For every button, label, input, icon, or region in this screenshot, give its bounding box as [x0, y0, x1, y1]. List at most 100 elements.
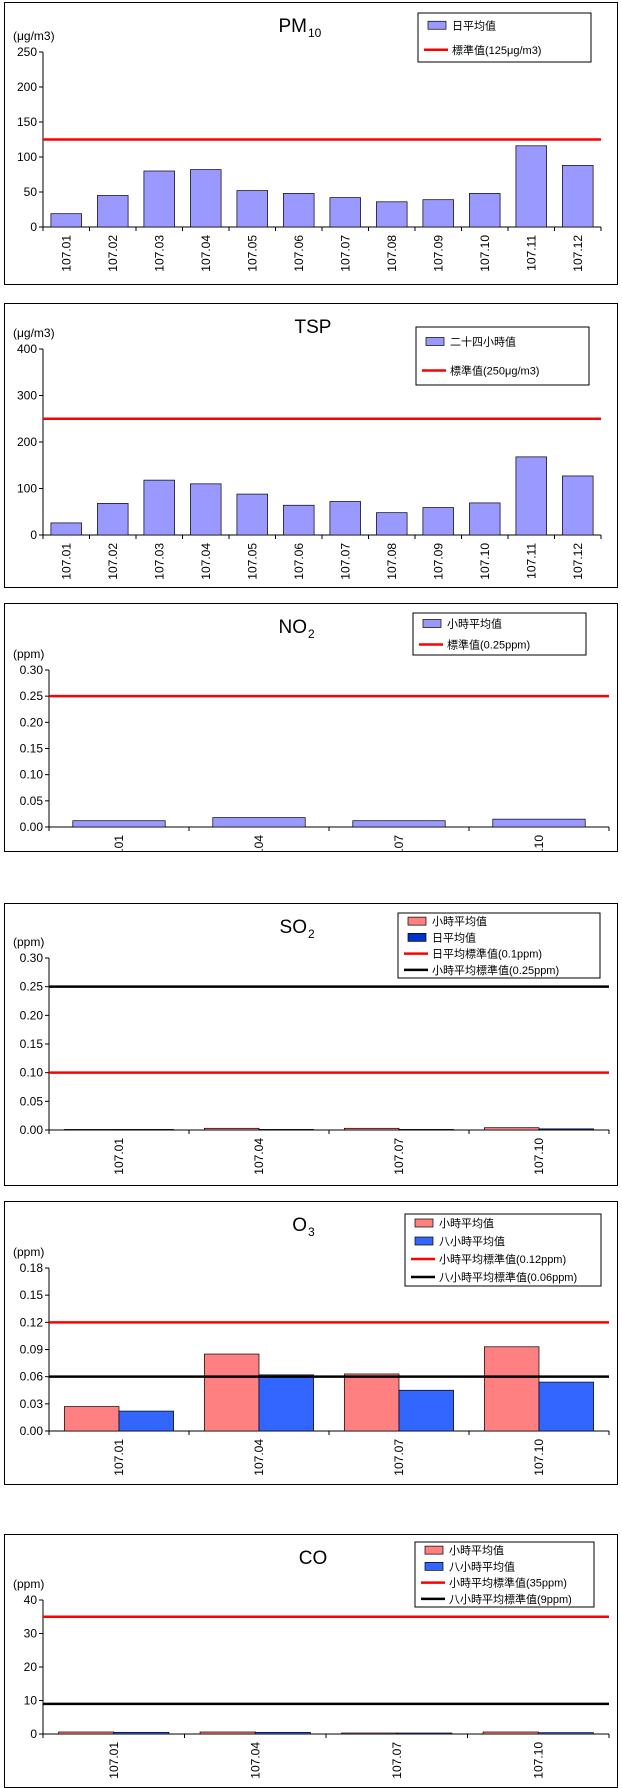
bar-1 [236, 190, 268, 228]
y-tick-label: 200 [17, 435, 37, 449]
y-tick-label: 0.06 [20, 1370, 44, 1384]
bar-1 [58, 1731, 115, 1735]
legend-box [412, 612, 587, 656]
chart-panel-tsp: TSP (μg/m3) 二十四小時值 標準值(250μg/m3) 0 100 200 3… [4, 303, 618, 588]
y-tick-label: 0.05 [20, 1094, 44, 1108]
x-tick-label: 107.01 [59, 543, 73, 580]
x-tick-label: 107.04 [252, 1439, 266, 1476]
x-tick-label: 107.06 [292, 235, 306, 272]
bar-1 [72, 820, 166, 828]
y-tick-label: 0.15 [20, 742, 44, 756]
x-tick-label: 107.08 [385, 543, 399, 580]
y-tick-label: 0.03 [20, 1397, 44, 1411]
legend-swatch [424, 1562, 444, 1571]
legend-label: 日平均標準值(0.1ppm) [432, 947, 542, 961]
x-tick-label: 107.03 [152, 235, 166, 272]
y-tick-label: 0.25 [20, 980, 44, 994]
y-tick-label: 0.05 [20, 794, 44, 808]
x-tick-label: 107.01 [107, 1742, 121, 1779]
bar-1 [190, 483, 222, 536]
chart-panel-no2: NO 2 (ppm) 小時平均值 標準值(0.25ppm) 0.00 0.05 0.1… [4, 603, 618, 852]
legend-box [417, 12, 592, 63]
x-tick-label: 107.02 [106, 235, 120, 272]
legend-label: 日平均值 [452, 19, 496, 32]
x-tick-label: 107.10 [532, 835, 546, 851]
y-tick-label: 0.12 [20, 1315, 44, 1329]
chart-title: PM [279, 16, 308, 37]
bar-2 [538, 1128, 594, 1131]
x-tick-label: 107.07 [338, 235, 352, 272]
y-tick-label: 20 [24, 1660, 38, 1674]
legend-label: 日平均值 [432, 931, 476, 944]
legend-swatch [414, 1236, 434, 1246]
x-tick-label: 107.05 [245, 235, 259, 272]
bar-1 [344, 1373, 400, 1432]
y-tick-label: 0.20 [20, 1008, 44, 1022]
chart-title: O [292, 1215, 307, 1236]
x-tick-label: 107.05 [245, 543, 259, 580]
x-tick-label: 107.06 [292, 543, 306, 580]
bar-1 [344, 1127, 400, 1131]
legend-label: 八小時平均標準值(9ppm) [449, 1592, 572, 1606]
bar-1 [341, 1732, 398, 1735]
bar-1 [562, 475, 594, 536]
x-tick-label: 107.07 [392, 1138, 406, 1175]
legend-label: 小時平均值 [432, 915, 487, 928]
y-axis-unit: (μg/m3) [13, 326, 55, 340]
bar-1 [236, 493, 268, 536]
y-tick-label: 200 [17, 80, 37, 94]
y-axis-unit: (μg/m3) [13, 29, 55, 43]
bar-1 [484, 1127, 540, 1131]
bar-1 [204, 1127, 260, 1131]
bar-1 [352, 820, 446, 828]
y-tick-label: 0 [30, 528, 37, 542]
legend-swatch [414, 1218, 434, 1228]
bar-2 [118, 1129, 174, 1131]
x-tick-label: 107.02 [106, 543, 120, 580]
y-tick-label: 0.10 [20, 768, 44, 782]
x-tick-label: 107.03 [152, 543, 166, 580]
bar-2 [398, 1389, 454, 1432]
chart-title: NO [279, 617, 308, 638]
bar-2 [258, 1374, 314, 1432]
bar-1 [283, 504, 315, 536]
y-tick-label: 0.00 [20, 1123, 44, 1137]
y-tick-label: 0.15 [20, 1037, 44, 1051]
x-tick-label: 107.11 [524, 235, 538, 271]
legend-label: 小時平均標準值(35ppm) [449, 1576, 567, 1590]
y-tick-label: 150 [17, 115, 37, 129]
chart-panel-co: CO (ppm) 小時平均值 八小時平均值 小時平均標準值(35ppm) 八小時平均標… [4, 1534, 618, 1788]
x-tick-label: 107.01 [112, 835, 126, 851]
x-tick-label: 107.10 [478, 235, 492, 272]
bar-2 [254, 1731, 311, 1735]
y-tick-label: 0 [30, 1727, 37, 1741]
legend-label: 小時平均標準值(0.25ppm) [432, 963, 559, 977]
x-tick-label: 107.04 [199, 235, 213, 272]
bar-1 [515, 145, 547, 228]
x-tick-label: 107.12 [571, 235, 585, 272]
bar-1 [469, 502, 501, 536]
legend-label: 八小時平均值 [449, 1560, 515, 1573]
bar-1 [484, 1346, 540, 1432]
x-tick-label: 107.07 [392, 1439, 406, 1476]
chart-panel-so2: SO 2 (ppm) 小時平均值 日平均值 日平均標準值(0.1ppm) 小時平均標準… [4, 903, 618, 1186]
bar-2 [258, 1129, 314, 1131]
legend-box [415, 326, 590, 386]
bar-1 [422, 199, 454, 228]
bar-1 [482, 1731, 539, 1735]
y-axis-unit: (ppm) [13, 1245, 44, 1259]
y-tick-label: 50 [24, 185, 38, 199]
chart-title: TSP [295, 317, 332, 338]
bar-1 [283, 193, 315, 228]
bar-2 [398, 1129, 454, 1131]
bar-2 [113, 1731, 170, 1735]
x-tick-label: 107.01 [112, 1138, 126, 1175]
legend-label: 二十四小時值 [450, 335, 516, 349]
legend-label: 標準值(125μg/m3) [452, 43, 541, 57]
bar-1 [422, 507, 454, 536]
x-tick-label: 107.12 [571, 543, 585, 580]
x-tick-label: 107.10 [531, 1742, 545, 1779]
